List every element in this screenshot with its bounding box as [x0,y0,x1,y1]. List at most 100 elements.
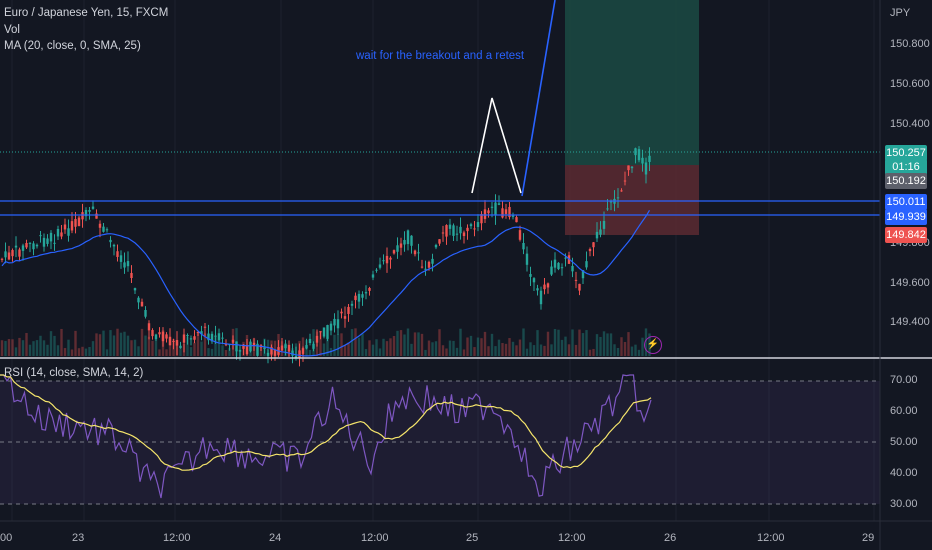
volume-bar [322,343,326,356]
target-zone[interactable] [565,0,699,165]
volume-bar [193,342,196,356]
candle-body [67,228,70,236]
candle-body [74,219,77,227]
candle-body [161,331,165,342]
volume-bar [585,330,588,356]
candle-body [263,347,266,350]
price-tick: 150.600 [890,78,930,90]
candle-body [88,210,91,212]
volume-bar [567,344,571,356]
volume-bar [378,348,382,356]
candle-body [301,348,305,354]
candle-body [137,297,140,303]
volume-bar [620,337,623,356]
volume-bar [228,347,231,356]
candle-body [375,269,378,271]
rsi-tick: 40.00 [890,467,918,479]
candle-body [105,229,109,231]
volume-bar [186,336,189,356]
volume-bar [627,332,630,356]
volume-bar [494,346,497,356]
candle-body [592,242,595,248]
breakout-projection-line[interactable] [521,0,556,197]
candle-body [140,301,144,307]
candle-body [483,209,487,219]
volume-bar [357,337,361,356]
currency-label[interactable]: JPY [890,7,911,19]
candle-body [382,260,385,262]
volume-bar [84,348,88,356]
candle-body [420,266,424,268]
volume-bar [560,339,564,356]
volume-legend[interactable]: Vol [4,24,20,36]
candle-body [571,265,574,272]
ma-legend[interactable]: MA (20, close, 0, SMA, 25) [4,40,141,52]
volume-bar [504,343,508,356]
volume-bar [518,339,522,356]
candle-body [56,229,60,237]
time-tick: 12:00 [361,532,389,544]
price-candles [0,146,651,367]
current-price-label: 150.257 [885,145,927,161]
candle-body [511,215,515,217]
volume-bar [490,333,494,356]
rsi-legend[interactable]: RSI (14, close, SMA, 14, 2) [4,367,144,379]
volume-bar [571,329,574,356]
volume-bar [91,341,95,356]
candle-body [21,245,25,251]
volume-bar [116,328,119,356]
symbol-title[interactable]: Euro / Japanese Yen, 15, FXCM [4,7,169,19]
volume-bar [623,341,627,356]
candle-body [564,257,567,259]
candle-body [238,350,242,352]
volume-bar [515,345,518,356]
volume-bar [564,336,567,356]
peak-sketch[interactable] [471,97,522,194]
candle-body [431,258,434,264]
candle-body [179,345,182,348]
candle-body [25,243,28,248]
volume-bar [126,335,130,356]
candle-body [189,338,193,340]
volume-bar [487,346,490,356]
volume-bar [413,332,417,356]
candle-body [599,229,602,235]
candle-body [319,331,322,333]
volume-bar [462,349,466,356]
volume-bar [532,345,536,356]
candle-body [98,223,102,228]
lightning-icon[interactable]: ⚡ [644,336,662,354]
volume-bar [32,341,35,356]
candle-body [168,336,172,346]
stop-zone[interactable] [565,165,699,235]
candle-body [648,155,651,162]
volume-bar [539,344,543,356]
volume-bar [588,349,592,356]
candle-body [77,217,81,226]
time-tick: 24 [269,532,282,544]
candle-body [315,335,319,343]
candle-body [287,344,291,352]
candle-body [620,190,623,192]
volume-bar [60,328,63,356]
volume-bar [602,331,606,356]
candle-body [396,245,399,252]
candle-body [438,239,441,244]
chart-annotation[interactable]: wait for the breakout and a retest [356,50,525,62]
volume-bar [522,328,525,356]
volume-bar [18,337,21,356]
volume-bar [123,331,126,356]
candle-body [326,325,329,339]
candle-body [119,255,123,262]
candle-body [595,231,599,239]
volume-bar [63,348,67,356]
candle-body [494,202,497,216]
candle-body [273,350,277,356]
volume-bar [445,348,448,356]
candle-body [630,166,634,169]
candle-body [518,230,522,240]
candle-body [46,238,49,244]
volume-bar [56,345,60,356]
volume-bar [273,340,277,356]
